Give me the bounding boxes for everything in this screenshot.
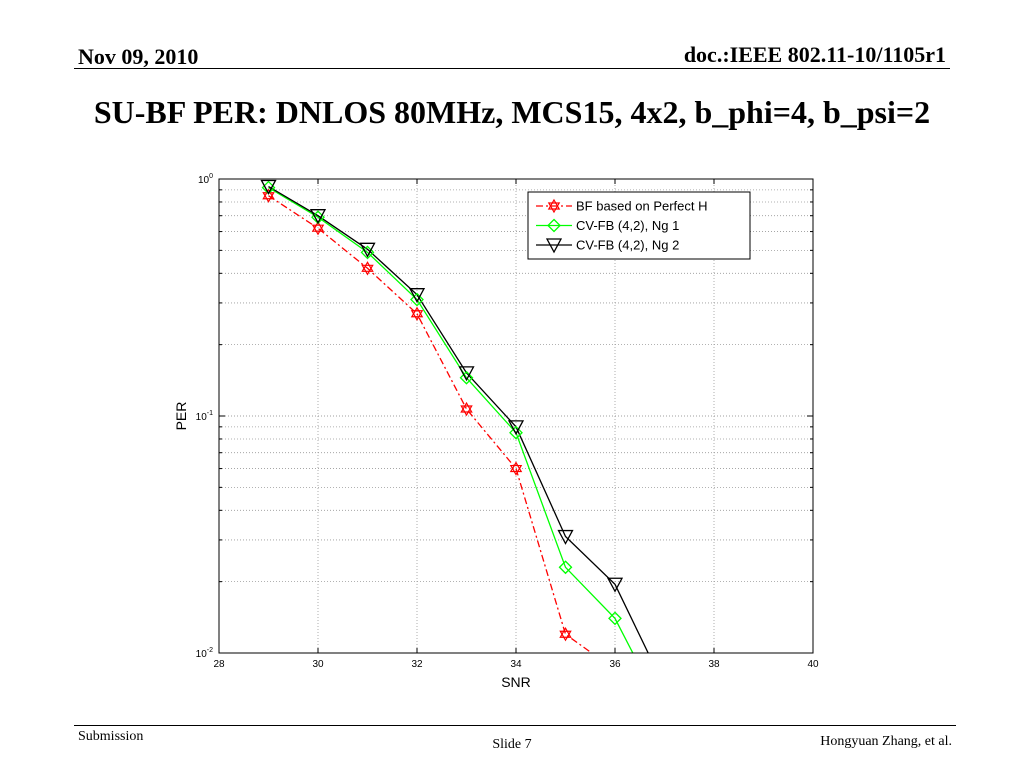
series-point [547, 218, 561, 233]
series-point [361, 261, 374, 276]
header-rule [74, 68, 950, 69]
y-axis-label: PER [173, 402, 189, 431]
series-point [557, 529, 574, 545]
series-point [359, 242, 376, 258]
series-point [360, 245, 375, 260]
series-point [606, 577, 624, 593]
hexagram-up [410, 306, 424, 318]
series-point [460, 401, 473, 417]
series-point [559, 627, 572, 642]
series-point [260, 179, 277, 195]
x-tick-label: 34 [510, 659, 522, 670]
x-tick-label: 38 [708, 659, 720, 670]
footer-rule [74, 725, 956, 726]
hexagram-up [559, 627, 572, 638]
slide-title: SU-BF PER: DNLOS 80MHz, MCS15, 4x2, b_ph… [93, 94, 931, 130]
hexagram-up [509, 461, 523, 473]
hexagram-up [311, 221, 325, 232]
hexagram-up [547, 198, 561, 210]
hexagram-down [410, 310, 424, 321]
series-point [545, 238, 563, 254]
hexagram-down [559, 630, 572, 642]
x-tick-label: 40 [807, 659, 819, 670]
x-axis-label: SNR [501, 674, 531, 690]
series-line-3 [268, 185, 649, 653]
footer-submission: Submission [78, 729, 144, 744]
y-tick-label: 100 [198, 173, 213, 186]
plot-frame [218, 178, 814, 654]
x-tick-label: 30 [312, 659, 324, 670]
series-point [408, 288, 426, 304]
legend-label: CV-FB (4,2), Ng 2 [576, 238, 679, 253]
series-line-1 [268, 195, 593, 653]
hexagram-down [311, 224, 325, 236]
footer-author: Hongyuan Zhang, et al. [820, 734, 952, 749]
series-point [410, 292, 424, 307]
series-point [458, 366, 475, 382]
series-point [507, 420, 525, 436]
x-tick-label: 36 [609, 659, 621, 670]
x-tick-label: 28 [213, 659, 225, 670]
series-point [509, 425, 523, 440]
hexagram-down [547, 202, 561, 214]
x-tick-label: 32 [411, 659, 423, 670]
header-doc-id: doc.:IEEE 802.11-10/1105r1 [683, 42, 946, 67]
series-point [547, 198, 561, 214]
legend-label: CV-FB (4,2), Ng 1 [576, 218, 679, 233]
y-tick-label: 10-2 [196, 647, 213, 660]
legend-label: BF based on Perfect H [576, 199, 708, 214]
series-point [309, 209, 327, 225]
hexagram-up [262, 188, 275, 200]
series-point [459, 370, 474, 385]
legend: BF based on Perfect H CV-FB (4,2), Ng 1 CV… [527, 191, 751, 260]
hexagram-down [460, 405, 473, 417]
series-point [558, 560, 573, 575]
series-line-2 [268, 187, 634, 653]
series-point [311, 221, 325, 236]
series-point [608, 611, 622, 626]
series-point [509, 461, 523, 476]
series-point [410, 306, 424, 321]
hexagram-up [460, 401, 473, 413]
hexagram-down [361, 264, 374, 276]
hexagram-down [509, 464, 523, 476]
header-date: Nov 09, 2010 [78, 44, 199, 69]
footer-slide-number: Slide 7 [492, 737, 532, 752]
hexagram-up [361, 261, 374, 272]
y-tick-label: 10-1 [196, 410, 213, 423]
